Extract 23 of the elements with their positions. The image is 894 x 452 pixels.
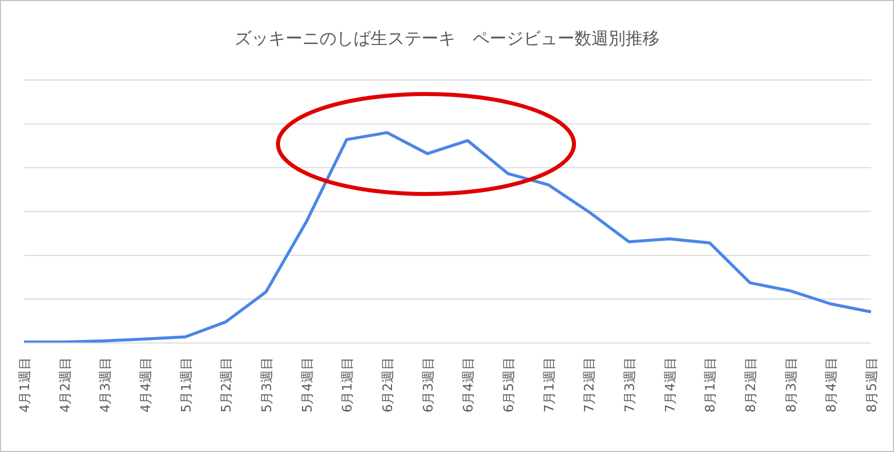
x-tick-label: 6月1週目 <box>340 357 356 413</box>
x-tick-label: 4月3週目 <box>98 357 114 413</box>
x-tick-label: 6月5週目 <box>502 357 517 413</box>
x-tick-label: 6月2週目 <box>381 357 396 413</box>
x-tick-label: 6月4週目 <box>462 357 477 413</box>
x-tick-label: 5月1週目 <box>179 357 194 413</box>
x-tick-label: 5月2週目 <box>220 357 235 413</box>
chart-title: ズッキーニのしば生ステーキ ページビュー数週別推移 <box>234 28 660 50</box>
x-tick-label: 4月4週目 <box>139 357 154 413</box>
x-tick-label: 4月2週目 <box>58 357 74 413</box>
x-tick-label: 5月4週目 <box>300 357 316 413</box>
x-tick-label: 5月3週目 <box>260 357 275 413</box>
x-tick-label: 7月4週目 <box>663 357 678 413</box>
x-tick-label: 4月1週目 <box>18 357 33 413</box>
x-tick-label: 7月1週目 <box>542 357 558 413</box>
x-tick-label: 7月2週目 <box>582 357 598 413</box>
x-tick-label: 8月1週目 <box>704 357 719 413</box>
x-tick-label: 8月5週目 <box>865 357 880 413</box>
x-tick-label: 6月3週目 <box>421 357 436 413</box>
x-tick-label: 8月3週目 <box>784 357 800 413</box>
x-tick-label: 8月4週目 <box>824 357 840 413</box>
x-tick-label: 8月2週目 <box>744 357 759 413</box>
x-tick-label: 7月3週目 <box>623 357 638 413</box>
